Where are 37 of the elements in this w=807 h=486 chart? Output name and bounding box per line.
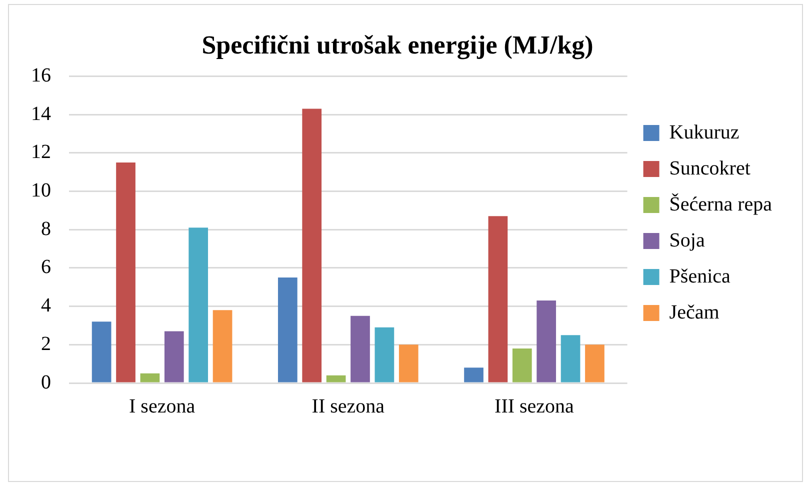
y-tick-label: 10	[31, 180, 51, 202]
bar	[92, 322, 112, 382]
chart-title: Specifični utrošak energije (MJ/kg)	[202, 30, 594, 60]
bar	[278, 278, 298, 382]
bar	[488, 216, 508, 382]
y-tick-label: 8	[41, 218, 51, 240]
bar	[585, 344, 604, 382]
legend-label: Šećerna repa	[669, 192, 772, 216]
bar	[398, 344, 418, 382]
legend-label: Ječam	[669, 301, 720, 324]
x-tick-label: I sezona	[129, 395, 196, 418]
legend-label: Kukuruz	[669, 121, 740, 144]
bar	[560, 335, 580, 382]
y-tick-label: 14	[31, 102, 51, 125]
bar	[188, 228, 208, 382]
y-tick-label: 16	[31, 64, 51, 86]
legend-label: Soja	[669, 229, 705, 252]
bar	[512, 348, 532, 382]
bar	[302, 108, 322, 382]
x-tick-label: II sezona	[312, 395, 385, 418]
legend-label: Suncokret	[669, 157, 751, 180]
bar	[116, 162, 136, 382]
bar	[140, 373, 160, 382]
bar	[350, 316, 370, 382]
bar	[536, 300, 556, 382]
bar	[164, 331, 184, 382]
bar	[374, 327, 394, 382]
y-tick-label: 0	[41, 371, 51, 394]
bar	[464, 368, 484, 382]
y-tick-label: 6	[41, 256, 51, 278]
y-tick-label: 4	[41, 294, 51, 317]
bar	[326, 375, 346, 382]
y-tick-label: 12	[31, 141, 51, 164]
y-tick-label: 2	[41, 332, 51, 355]
x-tick-label: III sezona	[494, 395, 574, 418]
bar	[212, 310, 232, 382]
legend-label: Pšenica	[669, 265, 731, 288]
